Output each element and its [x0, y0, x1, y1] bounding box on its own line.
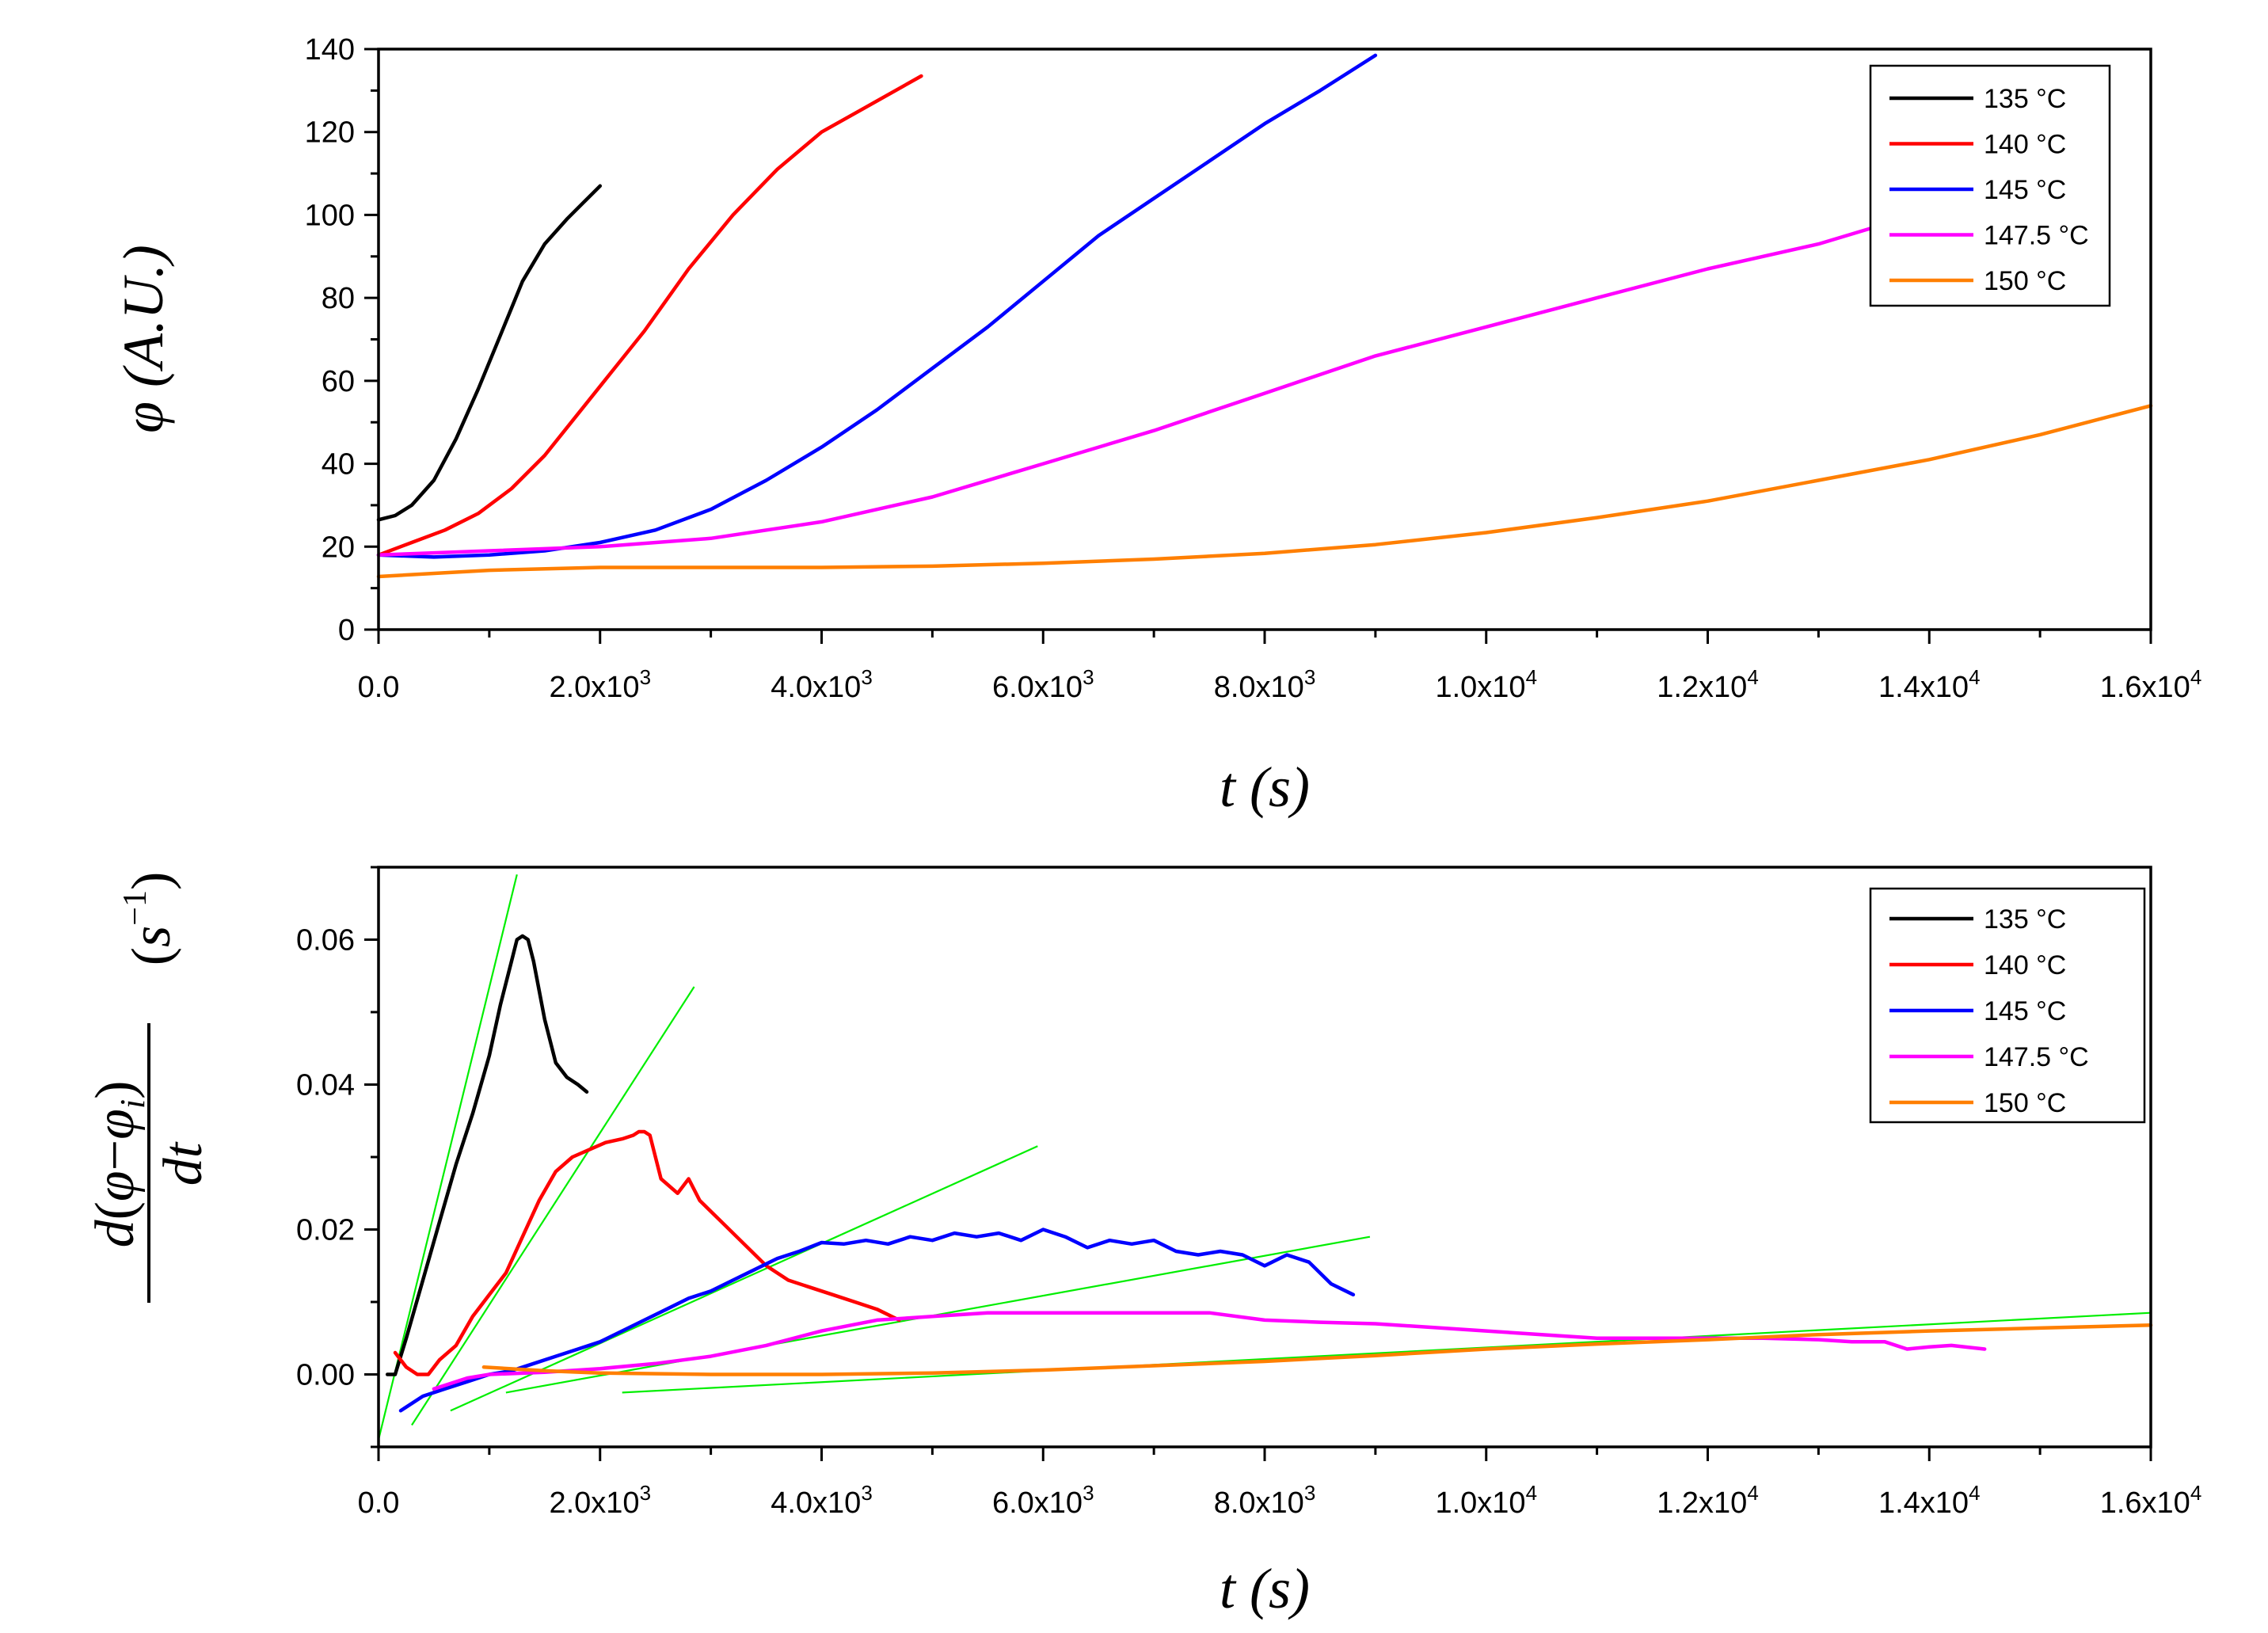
bot-legend-label-147-5-C: 147.5 °C	[1984, 1042, 2089, 1072]
bottom-y-axis-title: d(φ−φi) dt (s−1)	[85, 872, 214, 1303]
top-legend-box	[1869, 64, 2111, 307]
bot-x-tick-label: 0.0	[358, 1486, 400, 1520]
bot-x-tick-label: 2.0x103	[549, 1481, 651, 1520]
top-x-tick-label: 1.4x104	[1878, 665, 1981, 704]
bottom-x-axis-title: t (s)	[1220, 1557, 1310, 1620]
top-x-axis-title: t (s)	[1220, 756, 1310, 819]
bot-y-tick-label: 0.00	[296, 1359, 355, 1392]
top-series-145-C	[376, 53, 1378, 559]
bot-legend-label-140-C: 140 °C	[1984, 950, 2066, 980]
top-x-tick-label: 8.0x103	[1214, 665, 1316, 704]
bot-legend-label-135-C: 135 °C	[1984, 904, 2066, 935]
bot-x-tick-label: 1.6x104	[2100, 1481, 2202, 1520]
top-y-tick-label: 140	[305, 33, 355, 67]
bot-series-147-5-C	[432, 1311, 1987, 1391]
bottom-y-title-unit: (s−1)	[117, 872, 182, 966]
bot-y-tick-label: 0.06	[296, 924, 355, 957]
top-x-tick-label: 0.0	[358, 671, 400, 704]
bottom-y-title-denominator: dt	[153, 1141, 214, 1186]
top-x-tick-label: 4.0x103	[771, 665, 873, 704]
top-x-tick-label: 6.0x103	[992, 665, 1094, 704]
top-y-tick-label: 60	[322, 365, 355, 398]
top-legend-label-135-C: 135 °C	[1984, 84, 2066, 114]
bot-series-150-C	[481, 1323, 2153, 1376]
bot-x-tick-label: 4.0x103	[771, 1481, 873, 1520]
top-chart: 0.0 2.0x103 4.0x103 6.0x103 8.0x103 1.0x104 1.…	[112, 33, 2201, 819]
bot-x-tick-label: 1.2x104	[1657, 1481, 1759, 1520]
bot-fit-line-5	[622, 1311, 2152, 1394]
bottom-y-title-numerator: d(φ−φi)	[85, 1081, 152, 1248]
bot-fit-line-2	[411, 986, 695, 1426]
top-legend: 135 °C 140 °C 145 °C 147.5 °C 150 °C	[1869, 64, 2111, 307]
top-series-140-C	[376, 74, 923, 558]
bot-x-tick-label: 1.4x104	[1878, 1481, 1981, 1520]
bot-series-145-C	[398, 1228, 1356, 1413]
top-y-tick-label: 80	[322, 282, 355, 315]
top-legend-label-147-5-C: 147.5 °C	[1984, 221, 2089, 251]
bot-y-tick-label: 0.04	[296, 1069, 355, 1102]
bottom-legend: 135 °C 140 °C 145 °C 147.5 °C 150 °C	[1869, 887, 2146, 1124]
bot-x-tick-label: 6.0x103	[992, 1481, 1094, 1520]
top-legend-label-150-C: 150 °C	[1984, 266, 2066, 296]
bot-series-140-C	[393, 1129, 901, 1376]
top-series-150-C	[376, 404, 2153, 579]
bot-x-tick-label: 1.0x104	[1435, 1481, 1537, 1520]
top-y-tick-label: 40	[322, 448, 355, 482]
top-legend-label-140-C: 140 °C	[1984, 130, 2066, 160]
bot-x-tick-label: 8.0x103	[1214, 1481, 1316, 1520]
top-x-tick-label: 1.6x104	[2100, 665, 2202, 704]
top-x-tick-label: 2.0x103	[549, 665, 651, 704]
bot-fit-line-1	[377, 874, 518, 1441]
top-x-tick-label: 1.2x104	[1657, 665, 1759, 704]
top-y-tick-label: 120	[305, 116, 355, 150]
bot-series-135-C	[385, 934, 589, 1376]
bottom-chart: 0.0 2.0x103 4.0x103 6.0x103 8.0x103 1.0x104 1.…	[85, 866, 2202, 1620]
top-series-147-5-C	[376, 225, 1876, 558]
top-y-tick-label: 20	[322, 531, 355, 564]
top-y-tick-label: 100	[305, 199, 355, 232]
bot-fit-line-3	[450, 1145, 1038, 1412]
bot-legend-label-145-C: 145 °C	[1984, 996, 2066, 1026]
top-y-tick-label: 0	[338, 614, 355, 647]
top-legend-label-145-C: 145 °C	[1984, 175, 2066, 205]
top-y-axis-title: φ (A.U.)	[112, 245, 175, 433]
bot-legend-box	[1869, 887, 2146, 1124]
top-series-135-C	[376, 184, 603, 522]
top-x-tick-label: 1.0x104	[1435, 665, 1537, 704]
bot-legend-label-150-C: 150 °C	[1984, 1088, 2066, 1118]
bot-y-tick-label: 0.02	[296, 1214, 355, 1247]
